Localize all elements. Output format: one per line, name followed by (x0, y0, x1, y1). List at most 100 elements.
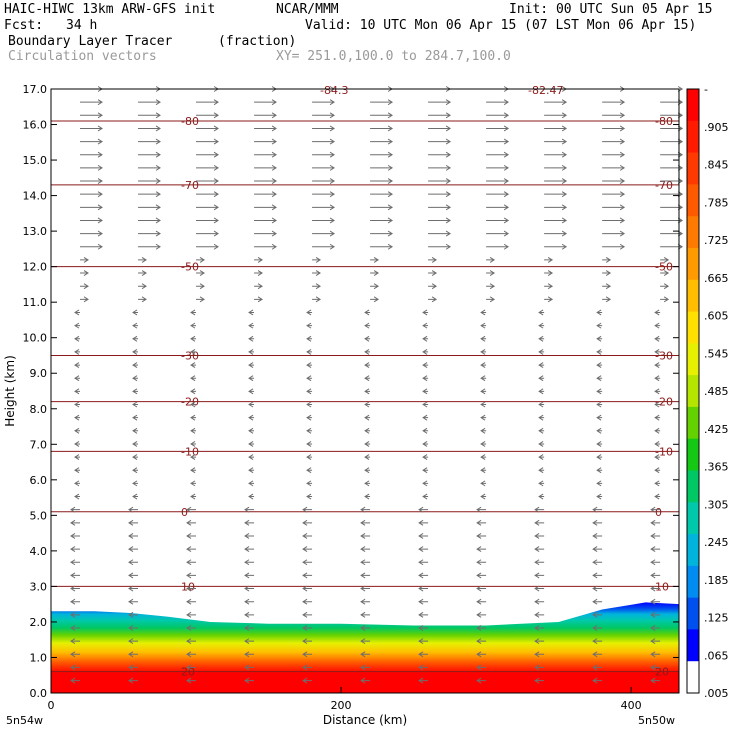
vector-arrow (534, 677, 545, 684)
vector-arrow (138, 256, 147, 263)
vector-arrow (428, 112, 452, 119)
vector-arrow (306, 493, 313, 500)
vector-arrow (132, 362, 139, 368)
y-tick-label: 11.0 (23, 296, 48, 309)
vector-arrow (70, 677, 81, 684)
colorbar-swatch (687, 279, 699, 313)
vector-arrow (654, 388, 661, 395)
vector-arrow (602, 296, 612, 303)
vector-arrow (74, 454, 81, 461)
vector-arrow (196, 256, 205, 263)
vector-arrow (592, 546, 603, 553)
vector-arrow (244, 559, 255, 566)
colorbar-swatch (687, 470, 699, 503)
vector-arrow (128, 638, 139, 645)
vector-arrow (70, 664, 81, 671)
vector-arrow (306, 388, 313, 395)
vector-arrow (306, 480, 313, 487)
vector-arrow (596, 467, 603, 474)
vector-arrow (422, 467, 429, 474)
vector-arrow (138, 164, 161, 171)
vector-arrow (80, 138, 103, 145)
vector-arrow (654, 401, 661, 408)
colorbar-swatch (687, 247, 699, 281)
vector-arrow (138, 138, 161, 145)
vector-arrow (592, 572, 603, 579)
vector-arrow (534, 598, 545, 605)
y-tick-label: 10.0 (23, 332, 48, 345)
vector-arrow (544, 243, 568, 250)
vector-arrow (596, 388, 603, 395)
colorbar-swatch (687, 438, 699, 471)
vector-arrow (244, 546, 255, 553)
vector-arrow (418, 625, 429, 631)
y-tick-label: 3.0 (30, 580, 48, 593)
vector-arrow (312, 191, 336, 198)
vector-arrow (306, 427, 313, 434)
vector-arrow (190, 414, 197, 421)
vector-arrow (544, 138, 568, 145)
vector-arrow (254, 296, 263, 303)
y-tick-label: 1.0 (30, 651, 48, 664)
colorbar-label: .545 (704, 347, 729, 360)
vector-arrow (538, 414, 545, 421)
vector-arrow (312, 151, 336, 158)
vector-arrow (132, 322, 139, 329)
vector-arrow (70, 546, 81, 553)
vector-arrow (544, 283, 554, 290)
vector-arrow (660, 256, 670, 263)
colorbar-swatch (687, 216, 699, 249)
vector-arrow (602, 178, 626, 184)
vector-arrow (544, 217, 568, 224)
vector-arrow (592, 506, 603, 513)
vector-arrow (360, 611, 371, 618)
vector-arrow (196, 204, 219, 211)
vector-arrow (312, 230, 336, 237)
vector-arrow (650, 519, 661, 526)
vector-arrow (428, 178, 452, 184)
vector-arrow (302, 598, 313, 605)
vector-arrow (486, 191, 510, 198)
vector-arrow (480, 414, 487, 421)
vector-arrow (190, 480, 197, 487)
vector-arrow (364, 493, 371, 500)
vector-arrow (74, 493, 81, 500)
vector-arrow (650, 572, 661, 579)
org-label: NCAR/MMM (276, 2, 339, 17)
vector-arrow (360, 585, 371, 592)
vector-arrow (190, 441, 197, 447)
vector-arrow (428, 151, 452, 158)
vector-arrow (654, 454, 661, 461)
vector-arrow (370, 296, 380, 303)
vector-arrow (254, 256, 263, 263)
vector-arrow (422, 401, 429, 408)
vector-arrow (544, 270, 554, 276)
vector-arrow (190, 388, 197, 395)
x-axis-label: Distance (km) (323, 713, 407, 727)
vector-arrow (654, 414, 661, 421)
right-endpoint: 5n50w (638, 714, 675, 727)
left-endpoint: 5n54w (6, 714, 43, 727)
isotherm-label: -70 (181, 179, 199, 192)
vector-arrow (70, 585, 81, 592)
vector-arrow (312, 256, 322, 263)
vector-arrow (360, 533, 371, 539)
vector-arrow (418, 519, 429, 526)
vector-arrow (650, 559, 661, 566)
vector-arrow (534, 519, 545, 526)
vector-arrow (248, 388, 255, 395)
vector-arrow (196, 138, 219, 145)
vector-arrow (80, 99, 103, 106)
colorbar-swatch (687, 534, 699, 567)
vector-arrow (596, 480, 603, 487)
vector-arrow (70, 611, 81, 618)
vector-arrow (486, 283, 496, 290)
vector-arrow (480, 441, 487, 447)
vector-arrow (128, 546, 139, 553)
vector-arrow (418, 572, 429, 579)
vector-arrow (654, 309, 661, 316)
vector-arrow (486, 164, 510, 171)
vector-arrow (70, 598, 81, 605)
vector-arrow (360, 546, 371, 553)
vector-arrow (428, 191, 452, 198)
